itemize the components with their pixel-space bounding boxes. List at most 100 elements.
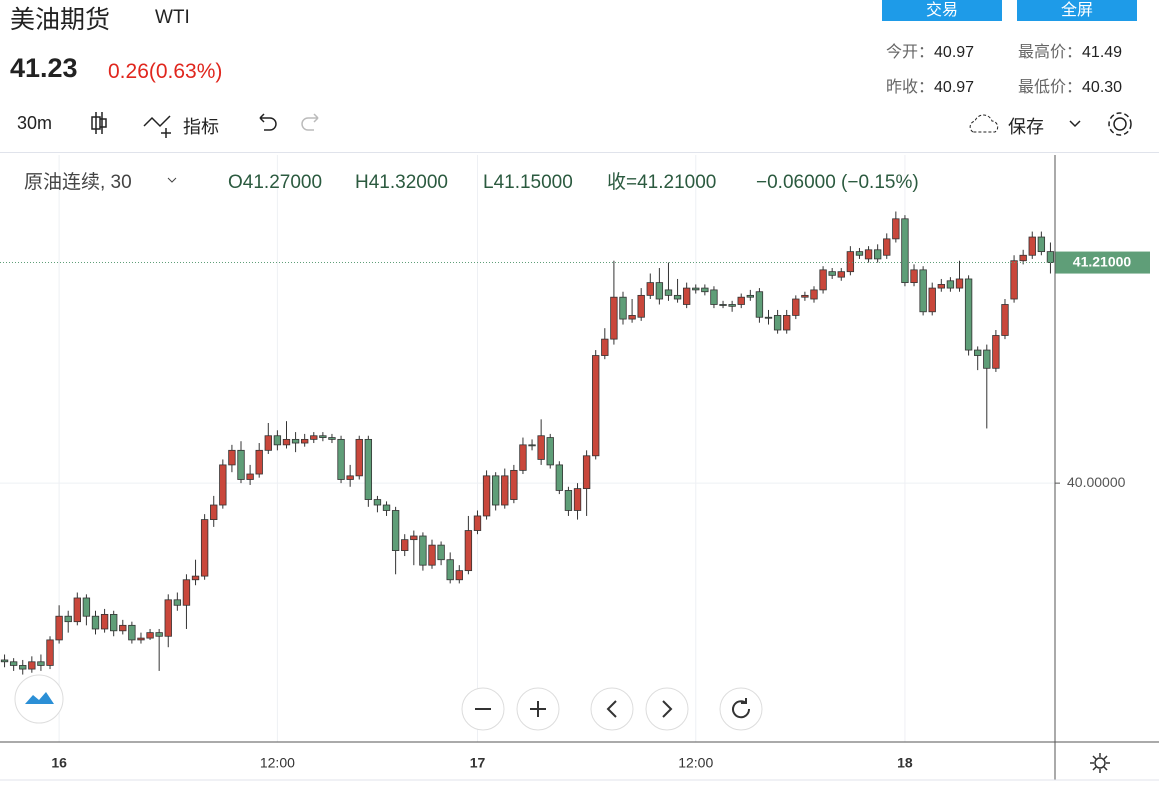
- indicator-icon[interactable]: [142, 108, 178, 138]
- candle-body: [64, 615, 72, 623]
- candle-body: [692, 287, 700, 291]
- candle-body: [410, 535, 418, 541]
- candle-body: [519, 444, 527, 471]
- stat-label: 今开：: [886, 44, 935, 61]
- legend-high: H41.32000: [355, 172, 448, 193]
- separator: [0, 152, 1159, 153]
- stat-value: 40.97: [934, 79, 975, 96]
- candle-body: [946, 280, 955, 289]
- candle-body: [355, 438, 363, 477]
- title: 美油期货: [10, 6, 111, 34]
- candle-body: [137, 637, 145, 641]
- candle-body: [200, 519, 209, 577]
- candle-body: [573, 488, 582, 511]
- plot: [0, 155, 1055, 742]
- legend-change: −0.06000 (−0.15%): [756, 172, 919, 193]
- candle-body: [974, 349, 982, 356]
- menu-icons[interactable]: [1066, 112, 1136, 138]
- candle-body: [446, 559, 454, 581]
- candle-body: [346, 475, 354, 480]
- trade-button[interactable]: 交易: [882, 0, 1002, 21]
- candle-body: [983, 349, 991, 369]
- candle-body: [419, 535, 427, 566]
- stat-label: 昨收：: [886, 79, 935, 96]
- candle-body: [792, 298, 800, 316]
- logo-button[interactable]: [14, 674, 64, 724]
- candle-body: [701, 287, 709, 293]
- candle-body: [301, 438, 309, 444]
- candle-body: [955, 278, 964, 289]
- candle-body: [992, 335, 1000, 369]
- stat-value: 40.97: [934, 44, 975, 61]
- candle-body: [237, 449, 245, 480]
- candle-body: [401, 539, 409, 551]
- candle-body: [919, 269, 927, 313]
- candle-body: [255, 449, 263, 475]
- candle-body: [364, 438, 373, 500]
- symbol: WTI: [155, 7, 190, 28]
- undo-redo[interactable]: [254, 110, 324, 136]
- candle-body: [37, 661, 45, 666]
- candle-body: [728, 304, 736, 307]
- candle-body: [155, 632, 163, 637]
- candle-body: [855, 251, 864, 256]
- candle-body: [864, 249, 873, 260]
- candle-body: [164, 599, 172, 637]
- candle-body: [1019, 254, 1027, 262]
- candle-body: [528, 444, 536, 447]
- candle-body: [646, 282, 654, 296]
- candle-body: [0, 659, 9, 663]
- legend-open: O41.27000: [228, 172, 322, 193]
- candle-body: [937, 284, 945, 289]
- candle-body: [246, 473, 254, 480]
- candle-body: [173, 599, 182, 606]
- candle-body: [473, 515, 482, 531]
- indicators[interactable]: 指标: [183, 117, 219, 137]
- candle-body: [119, 624, 127, 632]
- candle-body: [228, 449, 236, 466]
- candle-icon[interactable]: [88, 108, 118, 138]
- candle-body: [382, 504, 391, 511]
- price: 41.23: [10, 53, 78, 83]
- x-tick-label: 17: [470, 755, 486, 771]
- candle-body: [291, 438, 300, 444]
- legend-name: 原油连续, 30: [24, 171, 132, 193]
- candle-body: [1001, 304, 1009, 336]
- candle-body: [664, 289, 673, 296]
- candle-body: [837, 271, 845, 278]
- candle-body: [19, 665, 27, 670]
- candle-body: [482, 475, 491, 517]
- candle-body: [46, 639, 54, 666]
- candle-body: [719, 304, 727, 306]
- settings-icon[interactable]: [1088, 751, 1112, 775]
- cloud-icon[interactable]: [965, 110, 1005, 136]
- fullscreen-button[interactable]: 全屏: [1017, 0, 1137, 21]
- candle-body: [564, 490, 573, 511]
- candle-body: [637, 294, 645, 318]
- candle-body: [801, 294, 809, 298]
- candle-body: [319, 435, 327, 438]
- candle-body: [964, 278, 973, 351]
- legend-caret[interactable]: [167, 177, 177, 183]
- zoom-controls[interactable]: [460, 686, 770, 732]
- change: 0.26(0.63%): [108, 60, 223, 83]
- candle-body: [273, 435, 282, 446]
- candle-body: [391, 510, 400, 551]
- candle-body: [873, 249, 882, 260]
- candle-body: [901, 218, 909, 284]
- save[interactable]: 保存: [1008, 117, 1044, 137]
- candle-body: [746, 294, 754, 298]
- candle-body: [282, 438, 291, 446]
- candle-body: [828, 271, 836, 276]
- candle-body: [219, 464, 227, 506]
- stat-value: 41.49: [1082, 44, 1123, 61]
- last-price-label: 41.21000: [1073, 253, 1132, 269]
- candle-body: [9, 661, 18, 666]
- interval[interactable]: 30m: [17, 113, 53, 133]
- candle-body: [437, 544, 445, 561]
- candle-body: [455, 570, 463, 581]
- x-tick-label: 18: [897, 755, 913, 771]
- candle-body: [710, 289, 718, 305]
- candle-body: [810, 289, 818, 300]
